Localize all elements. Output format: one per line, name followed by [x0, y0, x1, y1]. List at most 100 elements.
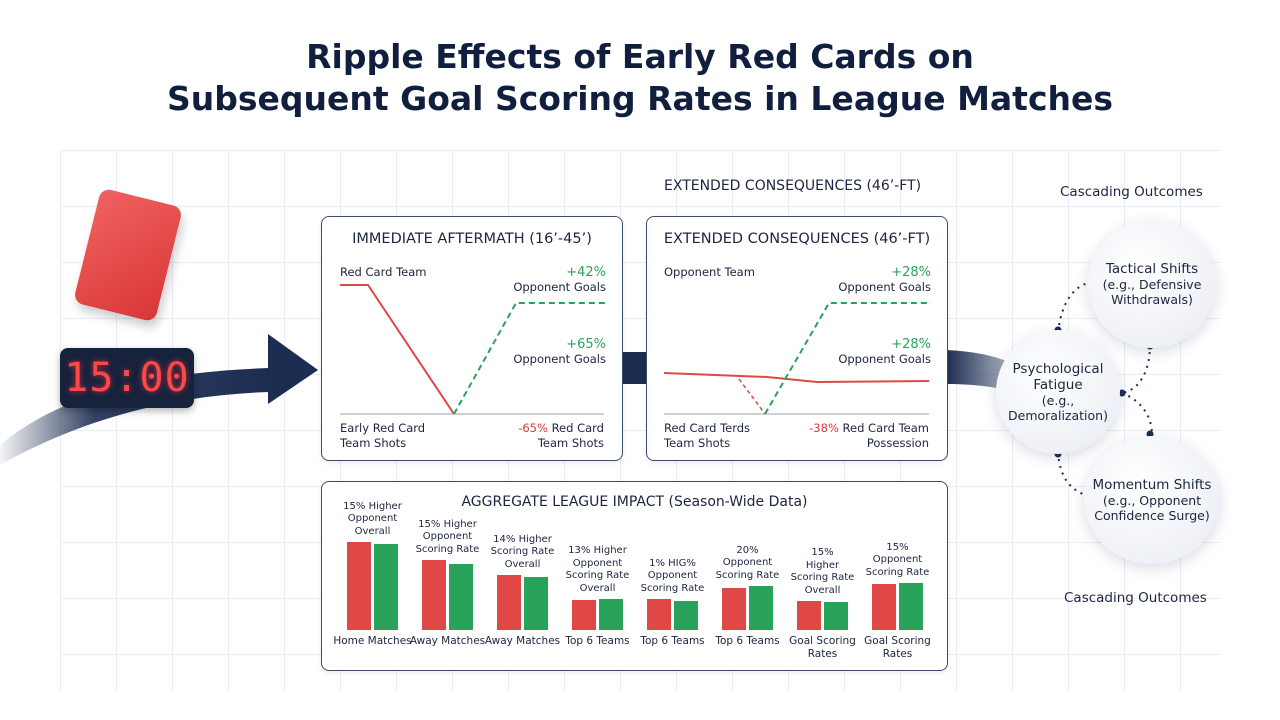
panel1-bl-2: Team Shots — [340, 436, 407, 450]
panel1-g2-label: Opponent Goals — [513, 352, 606, 366]
cascading-top-label: Cascading Outcomes — [1060, 184, 1203, 200]
panel1-br-label2: Team Shots — [537, 436, 604, 450]
psych-line1: (e.g., Demoralization) — [1008, 393, 1108, 423]
panel2-goals-1: +28% Opponent Goals — [838, 265, 931, 295]
bar-value-label-1: 15% Higher Opponent Scoring Rate — [415, 518, 480, 555]
middle-connector — [620, 352, 648, 384]
dotted-connector-right-top — [1121, 344, 1151, 394]
momentum-line2: Confidence Surge) — [1094, 508, 1210, 523]
panel2-g1-label: Opponent Goals — [838, 280, 931, 294]
panel2-red-line — [663, 372, 930, 384]
bar-value-label-3: 13% Higher Opponent Scoring Rate Overall — [565, 545, 630, 594]
bubble-momentum-shifts: Momentum Shifts (e.g., Opponent Confiden… — [1084, 436, 1220, 564]
panel1-goals-1: +42% Opponent Goals — [513, 265, 606, 295]
category-label-5: Top 6 Teams — [715, 635, 780, 647]
bar-value-label-2: 14% Higher Scoring Rate Overall — [490, 533, 555, 570]
connector-dot — [1118, 389, 1126, 397]
aggregate-bar-chart — [347, 542, 923, 630]
category-label-6: Goal Scoring Rates — [789, 635, 856, 660]
panel2-trend-chart — [663, 302, 931, 415]
bar-green-2 — [524, 577, 548, 630]
title-line-1: Ripple Effects of Early Red Cards on — [306, 37, 974, 76]
psych-title2: Fatigue — [1033, 377, 1083, 393]
bar-green-0 — [374, 544, 398, 630]
bar-red-7 — [872, 584, 896, 630]
psych-title1: Psychological — [1012, 361, 1104, 377]
panel1-g2-value: +65% — [566, 337, 606, 352]
bar-red-6 — [797, 601, 821, 630]
match-timer: 15:00 — [60, 348, 194, 408]
tactical-title: Tactical Shifts — [1105, 261, 1199, 277]
panel1-g1-label: Opponent Goals — [513, 280, 606, 294]
aggregate-title: AGGREGATE LEAGUE IMPACT (Season-Wide Dat… — [461, 494, 808, 510]
panel1-goals-2: +65% Opponent Goals — [513, 337, 606, 367]
panel1-bottom-right: -65% Red Card Team Shots — [518, 421, 604, 451]
panel-immediate-aftermath: IMMEDIATE AFTERMATH (16’-45’) Red Card T… — [321, 216, 623, 461]
panel2-g2-label: Opponent Goals — [838, 352, 931, 366]
panel2-bottom-right: -38% Red Card Team Possession — [809, 421, 929, 451]
panel1-g1-value: +42% — [566, 265, 606, 280]
category-label-2: Away Matches — [484, 635, 561, 647]
bar-red-0 — [347, 542, 371, 630]
momentum-line1: (e.g., Opponent — [1102, 493, 1202, 508]
panel2-goals-2: +28% Opponent Goals — [838, 337, 931, 367]
tactical-line2: Withdrawals) — [1111, 292, 1193, 307]
panel2-br-value: -38% — [809, 421, 839, 435]
momentum-title: Momentum Shifts — [1092, 477, 1212, 493]
panel1-red-line — [340, 284, 455, 415]
bar-value-label-6: 15% Higher Scoring Rate Overall — [790, 547, 855, 596]
category-label-1: Away Matches — [409, 635, 486, 647]
bar-green-6 — [824, 602, 848, 630]
panel2-bl-1: Red Card Terds — [664, 421, 751, 435]
panel1-green-line — [453, 302, 606, 415]
bar-red-2 — [497, 575, 521, 630]
panel1-bl-1: Early Red Card — [340, 421, 426, 435]
panel2-g2-value: +28% — [891, 337, 931, 352]
panel2-title: EXTENDED CONSEQUENCES (46’-FT) — [663, 231, 931, 247]
panel-extended-consequences: EXTENDED CONSEQUENCES (46’-FT) Opponent … — [646, 216, 948, 461]
left-arrowhead — [268, 334, 318, 404]
bar-green-1 — [449, 564, 473, 630]
dotted-connector-top — [1057, 281, 1093, 333]
page-title: Ripple Effects of Early Red Cards on Sub… — [0, 36, 1280, 120]
panel2-red-dip — [738, 378, 766, 415]
category-label-0: Home Matches — [333, 635, 412, 647]
bar-green-5 — [749, 586, 773, 630]
panel1-trend-chart — [340, 284, 606, 415]
bar-green-3 — [599, 599, 623, 630]
category-label-7: Goal Scoring Rates — [864, 635, 931, 660]
bar-value-label-5: 20% Opponent Scoring Rate — [715, 544, 780, 581]
bar-value-label-7: 15% Opponent Scoring Rate — [865, 541, 930, 578]
panel2-team-label: Opponent Team — [664, 265, 755, 279]
bar-red-4 — [647, 599, 671, 630]
panel1-title: IMMEDIATE AFTERMATH (16’-45’) — [352, 231, 592, 247]
panel-aggregate-league-impact: AGGREGATE LEAGUE IMPACT (Season-Wide Dat… — [321, 481, 948, 671]
tactical-line1: (e.g., Defensive — [1102, 277, 1202, 292]
panel1-team-label: Red Card Team — [340, 265, 427, 279]
bar-green-4 — [674, 601, 698, 630]
panel2-bottom-left: Red Card Terds Team Shots — [664, 421, 750, 451]
category-label-4: Top 6 Teams — [640, 635, 705, 647]
bar-value-label-0: 15% Higher Opponent Overall — [343, 500, 402, 537]
bubble-psychological-fatigue: Psychological Fatigue (e.g., Demoralizat… — [996, 330, 1120, 454]
category-label-3: Top 6 Teams — [565, 635, 630, 647]
bubble-tactical-shifts: Tactical Shifts (e.g., Defensive Withdra… — [1088, 220, 1216, 348]
bar-red-3 — [572, 600, 596, 630]
bar-green-7 — [899, 583, 923, 630]
dotted-connector-bottom — [1057, 451, 1093, 498]
panel2-bl-2: Team Shots — [664, 436, 731, 450]
bar-red-5 — [722, 588, 746, 630]
left-swoosh — [0, 368, 270, 465]
panel2-br-label1: Red Card Team — [842, 421, 929, 435]
panel1-bottom-left: Early Red Card Team Shots — [340, 421, 425, 451]
panel1-br-value: -65% — [518, 421, 548, 435]
dotted-connector-right-bottom — [1121, 392, 1153, 436]
panel1-br-label1: Red Card — [551, 421, 604, 435]
bar-red-1 — [422, 560, 446, 630]
cascading-bottom-label: Cascading Outcomes — [1064, 590, 1207, 606]
panel2-br-label2: Possession — [866, 436, 929, 450]
connector-dot — [1146, 430, 1154, 438]
panel2-g1-value: +28% — [891, 265, 931, 280]
bar-value-label-4: 1% HIG% Opponent Scoring Rate — [640, 557, 705, 594]
title-line-2: Subsequent Goal Scoring Rates in League … — [166, 79, 1114, 118]
